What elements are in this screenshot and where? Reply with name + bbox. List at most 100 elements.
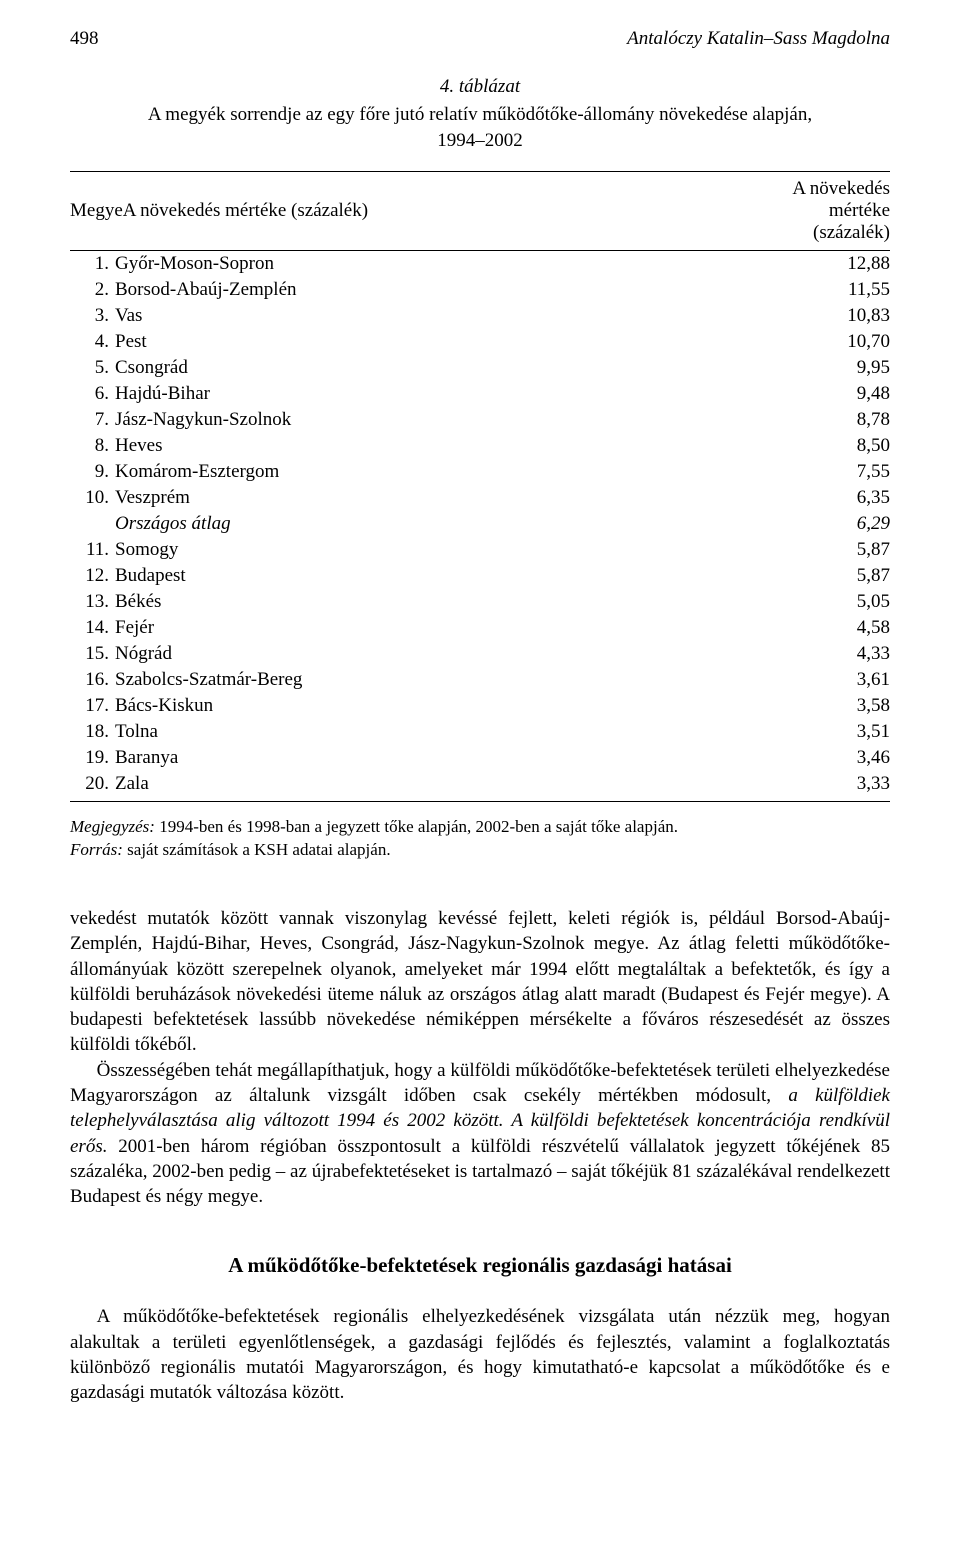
cell-value: 5,87 [770, 537, 890, 563]
cell-county: Fejér [115, 615, 770, 641]
table-row: 19.Baranya3,46 [70, 745, 890, 771]
cell-value: 11,55 [770, 277, 890, 303]
table-number-label: 4. táblázat [440, 76, 520, 97]
cell-rank: 20. [70, 771, 115, 802]
table-row: 8.Heves8,50 [70, 433, 890, 459]
table-row: 9.Komárom-Esztergom7,55 [70, 459, 890, 485]
note-label: Megjegyzés: [70, 817, 155, 836]
cell-rank: 15. [70, 641, 115, 667]
table-row: 10.Veszprém6,35 [70, 485, 890, 511]
table-title-line2: 1994–2002 [437, 130, 523, 151]
table-row: Országos átlag6,29 [70, 511, 890, 537]
cell-county: Csongrád [115, 355, 770, 381]
table-note: Megjegyzés: 1994-ben és 1998-ban a jegyz… [70, 816, 890, 862]
cell-county: Tolna [115, 719, 770, 745]
cell-rank: 7. [70, 407, 115, 433]
cell-rank: 16. [70, 667, 115, 693]
source-text: saját számítások a KSH adatai alapján. [123, 840, 391, 859]
cell-value: 5,87 [770, 563, 890, 589]
table-number: 4. táblázat [70, 76, 890, 98]
cell-county: Somogy [115, 537, 770, 563]
cell-rank: 18. [70, 719, 115, 745]
para2-part2: 2001-ben három régióban összpontosult a … [70, 1136, 890, 1208]
cell-value: 8,78 [770, 407, 890, 433]
body-text: vekedést mutatók között vannak viszonyla… [70, 906, 890, 1209]
cell-value: 3,51 [770, 719, 890, 745]
table-row: 20.Zala3,33 [70, 771, 890, 802]
cell-county: Győr-Moson-Sopron [115, 251, 770, 278]
section-heading: A működőtőke-befektetések regionális gaz… [70, 1253, 890, 1278]
cell-value: 3,33 [770, 771, 890, 802]
cell-value: 6,29 [770, 511, 890, 537]
cell-county: Nógrád [115, 641, 770, 667]
cell-county: Komárom-Esztergom [115, 459, 770, 485]
page-number: 498 [70, 28, 99, 50]
cell-county: Heves [115, 433, 770, 459]
cell-rank: 4. [70, 329, 115, 355]
section-paragraph: A működőtőke-befektetések regionális elh… [70, 1304, 890, 1405]
cell-county: Pest [115, 329, 770, 355]
cell-county: Baranya [115, 745, 770, 771]
cell-rank: 6. [70, 381, 115, 407]
cell-rank: 9. [70, 459, 115, 485]
cell-rank: 17. [70, 693, 115, 719]
table-row: 6.Hajdú-Bihar9,48 [70, 381, 890, 407]
para2-part1: Összességében tehát megállapíthatjuk, ho… [70, 1060, 890, 1106]
section-body: A működőtőke-befektetések regionális elh… [70, 1304, 890, 1405]
table-title: A megyék sorrendje az egy főre jutó rela… [70, 102, 890, 153]
table-row: 4.Pest10,70 [70, 329, 890, 355]
cell-county: Bács-Kiskun [115, 693, 770, 719]
note-text: 1994-ben és 1998-ban a jegyzett tőke ala… [155, 817, 678, 836]
cell-rank: 2. [70, 277, 115, 303]
cell-county: Veszprém [115, 485, 770, 511]
table-row: 18.Tolna3,51 [70, 719, 890, 745]
cell-value: 12,88 [770, 251, 890, 278]
table-row: 16.Szabolcs-Szatmár-Bereg3,61 [70, 667, 890, 693]
table-row: 17.Bács-Kiskun3,58 [70, 693, 890, 719]
paragraph-2: Összességében tehát megállapíthatjuk, ho… [70, 1058, 890, 1210]
table-row: 7.Jász-Nagykun-Szolnok8,78 [70, 407, 890, 433]
col-header-value: A növekedés mértéke (százalék) [770, 172, 890, 251]
cell-value: 9,95 [770, 355, 890, 381]
cell-rank: 1. [70, 251, 115, 278]
cell-rank: 5. [70, 355, 115, 381]
table-4: 4. táblázat A megyék sorrendje az egy fő… [70, 76, 890, 862]
table-row: 13.Békés5,05 [70, 589, 890, 615]
cell-rank: 3. [70, 303, 115, 329]
cell-rank: 14. [70, 615, 115, 641]
cell-value: 8,50 [770, 433, 890, 459]
table-row: 14.Fejér4,58 [70, 615, 890, 641]
cell-county: Szabolcs-Szatmár-Bereg [115, 667, 770, 693]
cell-rank: 13. [70, 589, 115, 615]
cell-rank: 12. [70, 563, 115, 589]
cell-rank: 19. [70, 745, 115, 771]
cell-value: 4,33 [770, 641, 890, 667]
table-row: 2.Borsod-Abaúj-Zemplén11,55 [70, 277, 890, 303]
cell-value: 5,05 [770, 589, 890, 615]
cell-value: 10,70 [770, 329, 890, 355]
cell-value: 10,83 [770, 303, 890, 329]
cell-rank [70, 511, 115, 537]
cell-county: Jász-Nagykun-Szolnok [115, 407, 770, 433]
col-header-county: MegyeA növekedés mértéke (százalék) [70, 172, 770, 251]
cell-rank: 8. [70, 433, 115, 459]
cell-value: 3,58 [770, 693, 890, 719]
cell-county: Békés [115, 589, 770, 615]
table-row: 11.Somogy5,87 [70, 537, 890, 563]
cell-county: Budapest [115, 563, 770, 589]
source-label: Forrás: [70, 840, 123, 859]
table-row: 1.Győr-Moson-Sopron12,88 [70, 251, 890, 278]
cell-value: 4,58 [770, 615, 890, 641]
cell-rank: 10. [70, 485, 115, 511]
cell-county: Hajdú-Bihar [115, 381, 770, 407]
cell-value: 7,55 [770, 459, 890, 485]
cell-value: 3,46 [770, 745, 890, 771]
running-head-authors: Antalóczy Katalin–Sass Magdolna [627, 28, 890, 50]
cell-county: Zala [115, 771, 770, 802]
table-row: 12.Budapest5,87 [70, 563, 890, 589]
paragraph-1: vekedést mutatók között vannak viszonyla… [70, 906, 890, 1058]
cell-value: 3,61 [770, 667, 890, 693]
running-head: 498 Antalóczy Katalin–Sass Magdolna [70, 28, 890, 50]
cell-value: 9,48 [770, 381, 890, 407]
table-row: 15.Nógrád4,33 [70, 641, 890, 667]
